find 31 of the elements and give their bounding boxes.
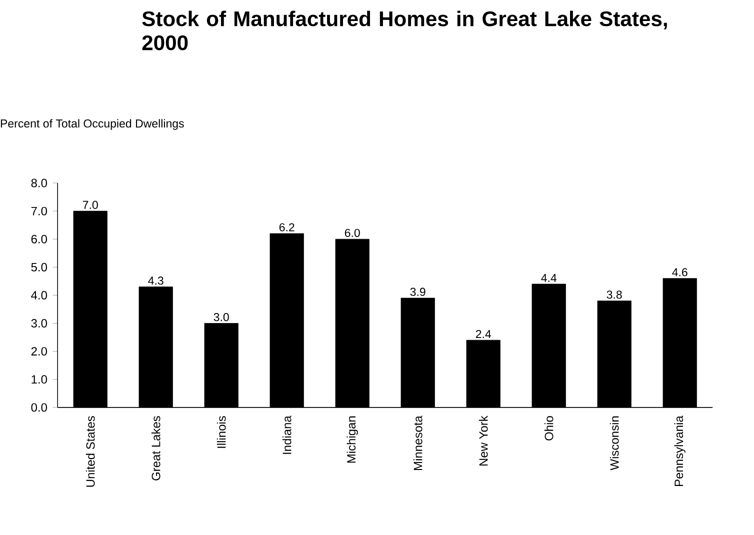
- data-label: 7.0: [82, 201, 98, 210]
- y-tick-label: 1.0: [32, 375, 47, 384]
- y-tick-label: 7.0: [31, 207, 47, 216]
- data-label: 3.0: [214, 313, 229, 322]
- data-label: 6.2: [279, 223, 294, 232]
- y-axis-title: Percent of Total Occupied Dwellings: [0, 119, 184, 130]
- y-tick-label: 2.0: [31, 347, 47, 356]
- data-label: 4.3: [148, 276, 164, 285]
- data-label: 4.6: [672, 268, 688, 276]
- x-tick-label: Michigan: [346, 416, 358, 463]
- data-label: 3.8: [606, 290, 622, 299]
- x-tick-label: Ohio: [544, 416, 554, 441]
- x-tick-label: Indiana: [282, 416, 292, 454]
- data-label: 6.0: [344, 229, 360, 238]
- x-tick-label: United States: [86, 416, 95, 487]
- y-tick-label: 6.0: [31, 235, 47, 244]
- data-label: 3.9: [410, 288, 426, 296]
- x-tick-label: Wisconsin: [610, 416, 619, 470]
- chart-title: Stock of Manufactured Homes in Great Lake States, 2000: [142, 10, 667, 50]
- x-tick-label: New York: [478, 416, 488, 466]
- x-tick-label: Great Lakes: [151, 416, 160, 481]
- data-label: 2.4: [476, 330, 492, 338]
- y-tick-label: 4.0: [31, 291, 47, 300]
- y-tick-label: 0.0: [31, 403, 47, 412]
- data-label: 4.4: [541, 274, 557, 282]
- x-tick-label: Illinois: [216, 416, 226, 448]
- y-tick-label: 5.0: [31, 263, 47, 272]
- y-tick-label: 8.0: [31, 178, 47, 188]
- x-tick-label: Minnesota: [413, 416, 422, 470]
- y-tick-label: 3.0: [31, 319, 47, 328]
- x-tick-label: Pennsylvania: [674, 416, 686, 486]
